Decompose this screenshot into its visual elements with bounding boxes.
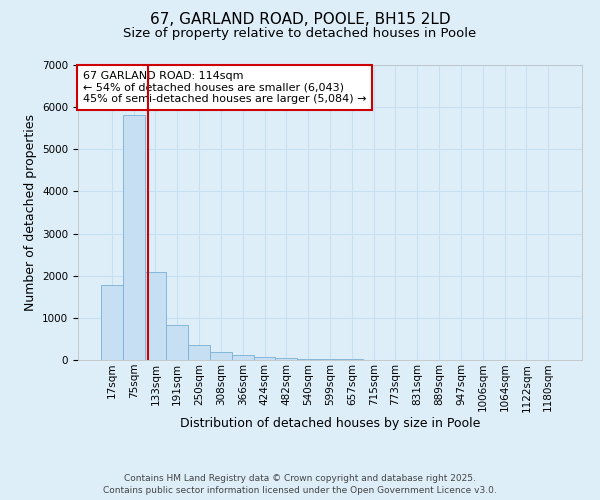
Bar bbox=[254, 357, 275, 360]
Bar bbox=[101, 285, 123, 360]
Bar bbox=[232, 355, 254, 360]
Text: 67, GARLAND ROAD, POOLE, BH15 2LD: 67, GARLAND ROAD, POOLE, BH15 2LD bbox=[149, 12, 451, 28]
Text: Size of property relative to detached houses in Poole: Size of property relative to detached ho… bbox=[124, 28, 476, 40]
Text: Contains HM Land Registry data © Crown copyright and database right 2025.
Contai: Contains HM Land Registry data © Crown c… bbox=[103, 474, 497, 495]
Bar bbox=[275, 358, 297, 360]
Bar bbox=[166, 325, 188, 360]
Bar bbox=[123, 114, 145, 360]
Bar bbox=[297, 358, 319, 360]
Bar bbox=[188, 345, 210, 360]
X-axis label: Distribution of detached houses by size in Poole: Distribution of detached houses by size … bbox=[180, 417, 480, 430]
Bar bbox=[145, 272, 166, 360]
Bar bbox=[319, 359, 341, 360]
Bar bbox=[210, 352, 232, 360]
Text: 67 GARLAND ROAD: 114sqm
← 54% of detached houses are smaller (6,043)
45% of semi: 67 GARLAND ROAD: 114sqm ← 54% of detache… bbox=[83, 71, 367, 104]
Y-axis label: Number of detached properties: Number of detached properties bbox=[23, 114, 37, 311]
